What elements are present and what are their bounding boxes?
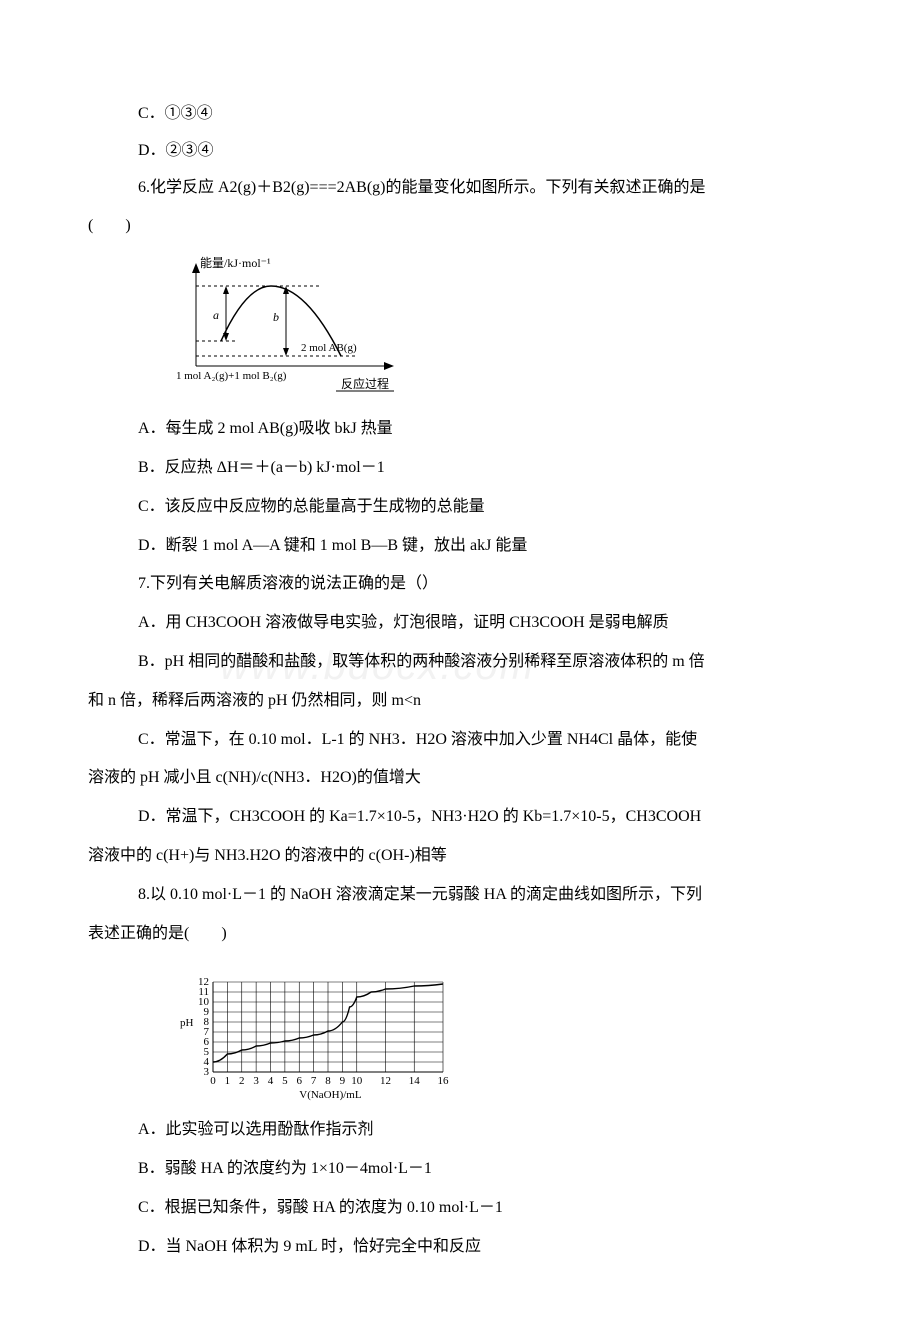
svg-text:2: 2 bbox=[239, 1075, 245, 1087]
q6-optC: C．该反应中反应物的总能量高于生成物的总能量 bbox=[138, 493, 832, 522]
q6-optA: A．每生成 2 mol AB(g)吸收 bkJ 热量 bbox=[138, 415, 832, 444]
q7-stem: 7.下列有关电解质溶液的说法正确的是（） bbox=[138, 570, 832, 599]
svg-text:8: 8 bbox=[325, 1075, 331, 1087]
q7-optD2: 溶液中的 c(H+)与 NH3.H2O 的溶液中的 c(OH-)相等 bbox=[88, 842, 832, 871]
q6-left-label: 1 mol A₂(g)+1 mol B₂(g) bbox=[176, 370, 287, 382]
svg-text:12: 12 bbox=[380, 1075, 391, 1087]
svg-text:9: 9 bbox=[340, 1075, 346, 1087]
svg-text:7: 7 bbox=[311, 1075, 317, 1087]
svg-text:5: 5 bbox=[282, 1075, 288, 1087]
q8-optA: A．此实验可以选用酚酞作指示剂 bbox=[138, 1116, 832, 1145]
svg-text:1: 1 bbox=[225, 1075, 231, 1087]
q7-optC1: C．常温下，在 0.10 mol．L-1 的 NH3．H2O 溶液中加入少置 N… bbox=[138, 726, 832, 755]
q5-optC: C．①③④ bbox=[138, 100, 832, 129]
svg-text:12: 12 bbox=[198, 976, 209, 988]
q6-optB: B．反应热 ΔH＝＋(a－b) kJ·mol－1 bbox=[138, 454, 832, 483]
q6-xlabel: 反应过程 bbox=[341, 376, 389, 391]
q8-stem1: 8.以 0.10 mol·L－1 的 NaOH 溶液滴定某一元弱酸 HA 的滴定… bbox=[138, 881, 832, 910]
q7-optB1: B．pH 相同的醋酸和盐酸，取等体积的两种酸溶液分别稀释至原溶液体积的 m 倍 bbox=[138, 648, 832, 677]
q6-stem1: 6.化学反应 A2(g)＋B2(g)===2AB(g)的能量变化如图所示。下列有… bbox=[138, 174, 832, 203]
q6-optD: D．断裂 1 mol A—A 键和 1 mol B—B 键，放出 akJ 能量 bbox=[138, 532, 832, 561]
q6-stem2: ( ) bbox=[88, 212, 832, 241]
q6-ylabel: 能量/kJ·mol⁻¹ bbox=[200, 256, 271, 270]
svg-text:4: 4 bbox=[268, 1075, 274, 1087]
svg-text:pH: pH bbox=[180, 1017, 194, 1029]
svg-text:10: 10 bbox=[351, 1075, 363, 1087]
q6-a: a bbox=[213, 308, 219, 322]
q7-optC2: 溶液的 pH 减小且 c(NH)/c(NH3．H2O)的值增大 bbox=[88, 764, 832, 793]
q8-optC: C．根据已知条件，弱酸 HA 的浓度为 0.10 mol·L－1 bbox=[138, 1194, 832, 1223]
svg-text:3: 3 bbox=[253, 1075, 259, 1087]
q8-optB: B．弱酸 HA 的浓度约为 1×10－4mol·L－1 bbox=[138, 1155, 832, 1184]
q6-b: b bbox=[273, 310, 279, 324]
q6-right-label: 2 mol AB(g) bbox=[301, 342, 357, 354]
q8-chart: 3456789101112012345678910121416pHV(NaOH)… bbox=[168, 962, 832, 1102]
svg-text:6: 6 bbox=[297, 1075, 303, 1087]
q6-chart: 能量/kJ·mol⁻¹ a b 2 mol AB(g) 1 mol A₂(g)+… bbox=[176, 251, 832, 401]
svg-text:V(NaOH)/mL: V(NaOH)/mL bbox=[299, 1089, 362, 1101]
q7-optA: A．用 CH3COOH 溶液做导电实验，灯泡很暗，证明 CH3COOH 是弱电解… bbox=[138, 609, 832, 638]
q5-optD: D．②③④ bbox=[138, 137, 832, 166]
q7-optB2: 和 n 倍，稀释后两溶液的 pH 仍然相同，则 m<n bbox=[88, 687, 832, 716]
svg-text:16: 16 bbox=[438, 1075, 450, 1087]
svg-text:14: 14 bbox=[409, 1075, 421, 1087]
svg-text:0: 0 bbox=[210, 1075, 216, 1087]
q8-optD: D．当 NaOH 体积为 9 mL 时，恰好完全中和反应 bbox=[138, 1233, 832, 1262]
q7-optD1: D．常温下，CH3COOH 的 Ka=1.7×10-5，NH3·H2O 的 Kb… bbox=[138, 803, 832, 832]
q8-stem2: 表述正确的是( ) bbox=[88, 920, 832, 949]
